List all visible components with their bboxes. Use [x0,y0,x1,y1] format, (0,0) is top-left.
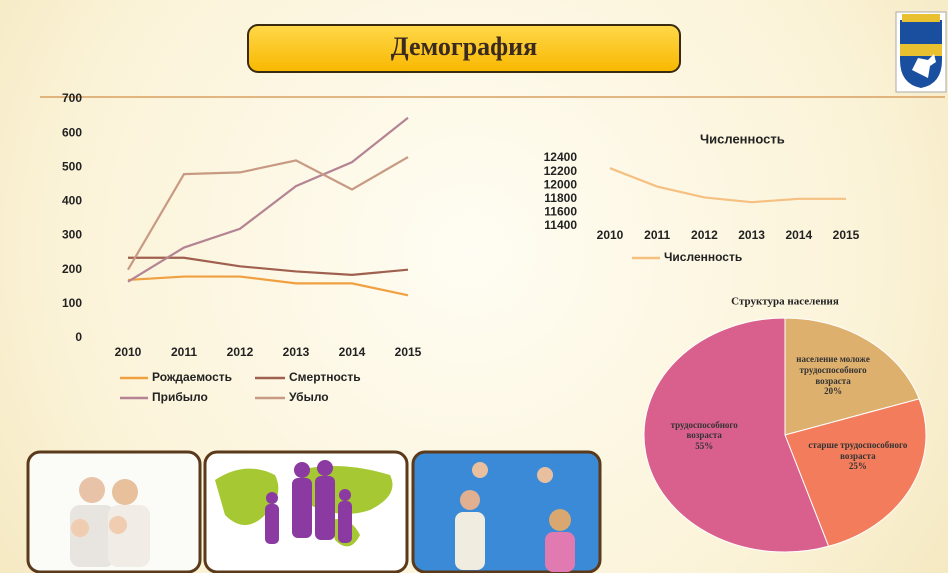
y-tick-label: 700 [62,91,82,105]
legend-label: Численность [664,250,742,264]
x-tick-label: 2011 [171,345,197,359]
y-tick-label: 12000 [544,177,578,191]
chart-title: Структура населения [731,296,839,308]
pie-value-label: 55% [695,441,714,452]
photo-parents [411,450,602,573]
pie-value-label: 25% [848,461,867,472]
series-line [609,167,846,204]
x-tick-label: 2013 [738,228,765,242]
x-tick-label: 2010 [597,228,624,242]
y-tick-label: 200 [62,262,82,276]
x-tick-label: 2010 [115,345,142,359]
x-tick-label: 2011 [644,228,670,242]
y-tick-label: 100 [62,296,82,310]
pie-label-text: население моложе трудоспособного возраст… [796,354,870,386]
y-tick-label: 11800 [544,191,577,205]
y-tick-label: 500 [62,159,82,173]
chart-title: Численность [700,131,785,146]
y-tick-label: 11400 [544,218,577,232]
pie-label-text: старше трудоспособного возраста [808,439,908,461]
pie-label: трудоспособного возраста 55% [654,420,754,452]
photo-world [203,450,409,573]
x-tick-label: 2012 [691,228,718,242]
x-tick-label: 2015 [833,228,860,242]
y-tick-label: 300 [62,228,82,242]
photo-family [26,450,202,573]
legend-label: Смертность [289,370,361,384]
series-line [127,156,409,271]
slide-title: Демография [391,32,537,61]
y-tick-label: 12200 [544,164,578,178]
legend-label: Прибыло [152,390,208,404]
y-tick-label: 0 [75,330,82,344]
x-tick-label: 2014 [339,345,366,359]
series-line [127,116,409,283]
x-tick-label: 2012 [227,345,254,359]
legend-label: Убыло [289,390,329,404]
x-tick-label: 2013 [283,345,310,359]
series-line [127,275,409,297]
pie-label: население моложе трудоспособного возраст… [783,354,883,397]
x-tick-label: 2014 [785,228,812,242]
coat-of-arms [895,11,947,93]
pie-slice [643,317,830,553]
pie-value-label: 20% [824,386,843,397]
pie-slice [784,317,920,436]
pie-slice [784,398,927,547]
pie-label: старше трудоспособного возраста 25% [808,440,908,472]
series-line [128,256,409,276]
y-tick-label: 600 [62,125,82,139]
x-tick-label: 2015 [395,345,422,359]
y-tick-label: 400 [62,194,82,208]
pie-label-text: трудоспособного возраста [670,419,738,441]
title-box [247,24,681,73]
legend-label: Рождаемость [152,370,232,384]
y-tick-label: 12400 [544,150,578,164]
y-tick-label: 11600 [544,205,577,219]
